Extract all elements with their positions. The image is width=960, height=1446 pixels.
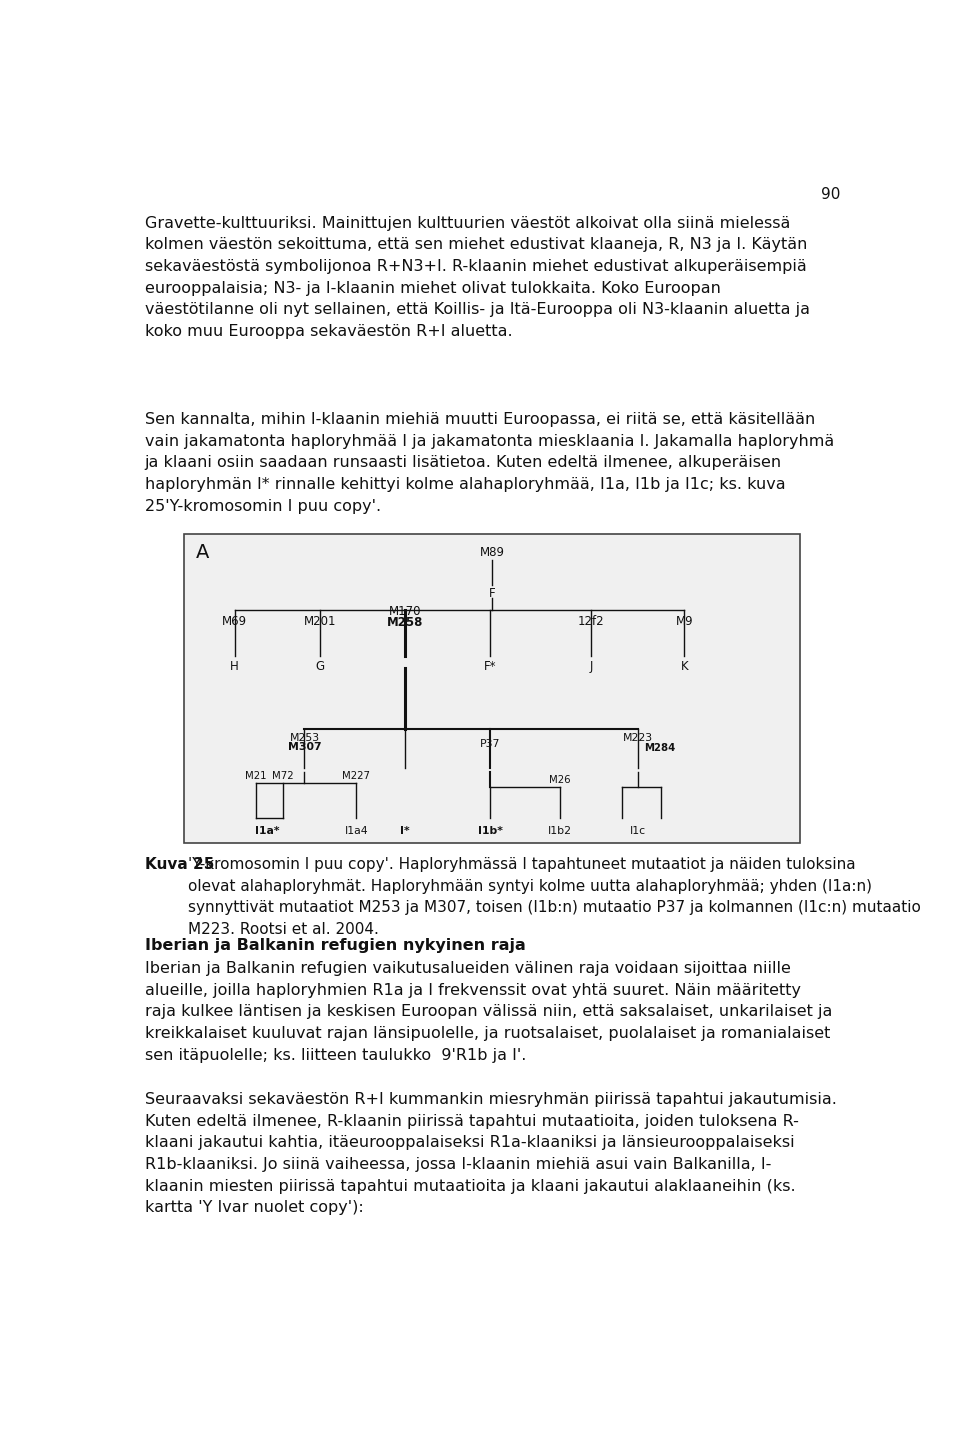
Text: Seuraavaksi sekaväestön R+I kummankin miesryhmän piirissä tapahtui jakautumisia.: Seuraavaksi sekaväestön R+I kummankin mi… [145, 1092, 837, 1215]
Text: 12f2: 12f2 [578, 615, 605, 628]
Text: F: F [489, 587, 495, 600]
Text: P37: P37 [480, 739, 500, 749]
Text: I1b2: I1b2 [548, 826, 572, 836]
Text: M258: M258 [387, 616, 423, 629]
Text: F*: F* [484, 661, 496, 674]
Text: M26: M26 [549, 775, 571, 785]
Bar [183, 534, 801, 843]
Text: M69: M69 [222, 615, 248, 628]
Text: Iberian ja Balkanin refugien nykyinen raja: Iberian ja Balkanin refugien nykyinen ra… [145, 938, 525, 953]
Text: 'Y-kromosomin I puu copy'. Haploryhmässä I tapahtuneet mutaatiot ja näiden tulok: 'Y-kromosomin I puu copy'. Haploryhmässä… [188, 857, 921, 937]
Text: Gravette-kulttuuriksi. Mainittujen kulttuurien väestöt alkoivat olla siinä miele: Gravette-kulttuuriksi. Mainittujen kultt… [145, 215, 810, 338]
Text: I*: I* [400, 826, 410, 836]
Text: I1a*: I1a* [255, 826, 279, 836]
Text: M284: M284 [644, 743, 675, 752]
Text: 90: 90 [822, 188, 841, 202]
Text: Iberian ja Balkanin refugien vaikutusalueiden välinen raja voidaan sijoittaa nii: Iberian ja Balkanin refugien vaikutusalu… [145, 962, 832, 1063]
Text: M223: M223 [623, 733, 653, 743]
Text: M201: M201 [303, 615, 336, 628]
Text: M21: M21 [245, 771, 266, 781]
Text: G: G [316, 661, 324, 674]
Text: M9: M9 [676, 615, 693, 628]
Text: M170: M170 [389, 604, 421, 617]
Text: M89: M89 [479, 545, 505, 558]
Text: I1a4: I1a4 [345, 826, 369, 836]
Text: M227: M227 [343, 771, 371, 781]
Text: J: J [589, 661, 593, 674]
Text: Kuva 25: Kuva 25 [145, 857, 214, 872]
Text: H: H [230, 661, 239, 674]
Text: Sen kannalta, mihin I-klaanin miehiä muutti Euroopassa, ei riitä se, että käsite: Sen kannalta, mihin I-klaanin miehiä muu… [145, 412, 834, 513]
Text: I1c: I1c [630, 826, 646, 836]
Text: I1b*: I1b* [478, 826, 503, 836]
Text: A: A [196, 544, 209, 562]
Text: M72: M72 [272, 771, 294, 781]
Text: K: K [681, 661, 688, 674]
Text: M307: M307 [288, 742, 322, 752]
Text: M253: M253 [289, 733, 320, 743]
